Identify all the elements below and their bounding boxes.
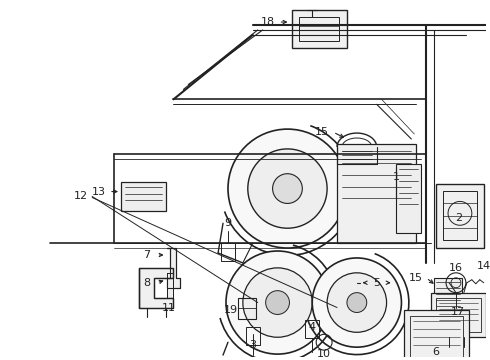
Text: 15: 15 [409,273,423,283]
Text: 4: 4 [309,322,316,332]
Bar [431,293,486,337]
Bar [293,10,347,48]
Circle shape [347,293,367,312]
Text: 5: 5 [373,278,380,288]
Text: 11: 11 [162,302,175,312]
Text: 12: 12 [74,192,88,202]
Bar [396,164,421,233]
Circle shape [248,149,327,228]
Text: 6: 6 [433,347,440,357]
Bar [337,144,416,243]
Polygon shape [167,248,180,288]
Text: 13: 13 [92,186,106,197]
Bar [299,17,339,41]
Circle shape [266,291,290,314]
Polygon shape [167,273,173,298]
Circle shape [327,273,387,332]
Polygon shape [139,268,173,307]
Text: 17: 17 [451,307,465,318]
Bar [238,298,256,319]
Bar [121,182,166,211]
Bar [436,184,484,248]
Text: 2: 2 [455,213,463,223]
Text: 15: 15 [315,127,329,137]
Bar [404,310,469,360]
Bar [410,316,463,359]
Bar [436,298,481,332]
Bar [443,190,477,240]
Bar [434,278,462,318]
Text: 8: 8 [143,278,150,288]
Text: 18: 18 [261,17,275,27]
Circle shape [312,258,401,347]
Bar [246,327,260,345]
Text: 3: 3 [249,340,256,350]
Text: 16: 16 [449,263,463,273]
Text: 9: 9 [224,218,232,228]
Circle shape [226,251,329,354]
Circle shape [228,129,347,248]
Text: 1: 1 [393,172,400,182]
Text: 10: 10 [317,349,331,359]
Text: 7: 7 [143,250,150,260]
Text: 19: 19 [224,306,238,315]
Circle shape [243,268,312,337]
Bar [221,243,235,261]
Circle shape [272,174,302,203]
Text: 14: 14 [477,261,490,271]
Bar [305,320,319,338]
